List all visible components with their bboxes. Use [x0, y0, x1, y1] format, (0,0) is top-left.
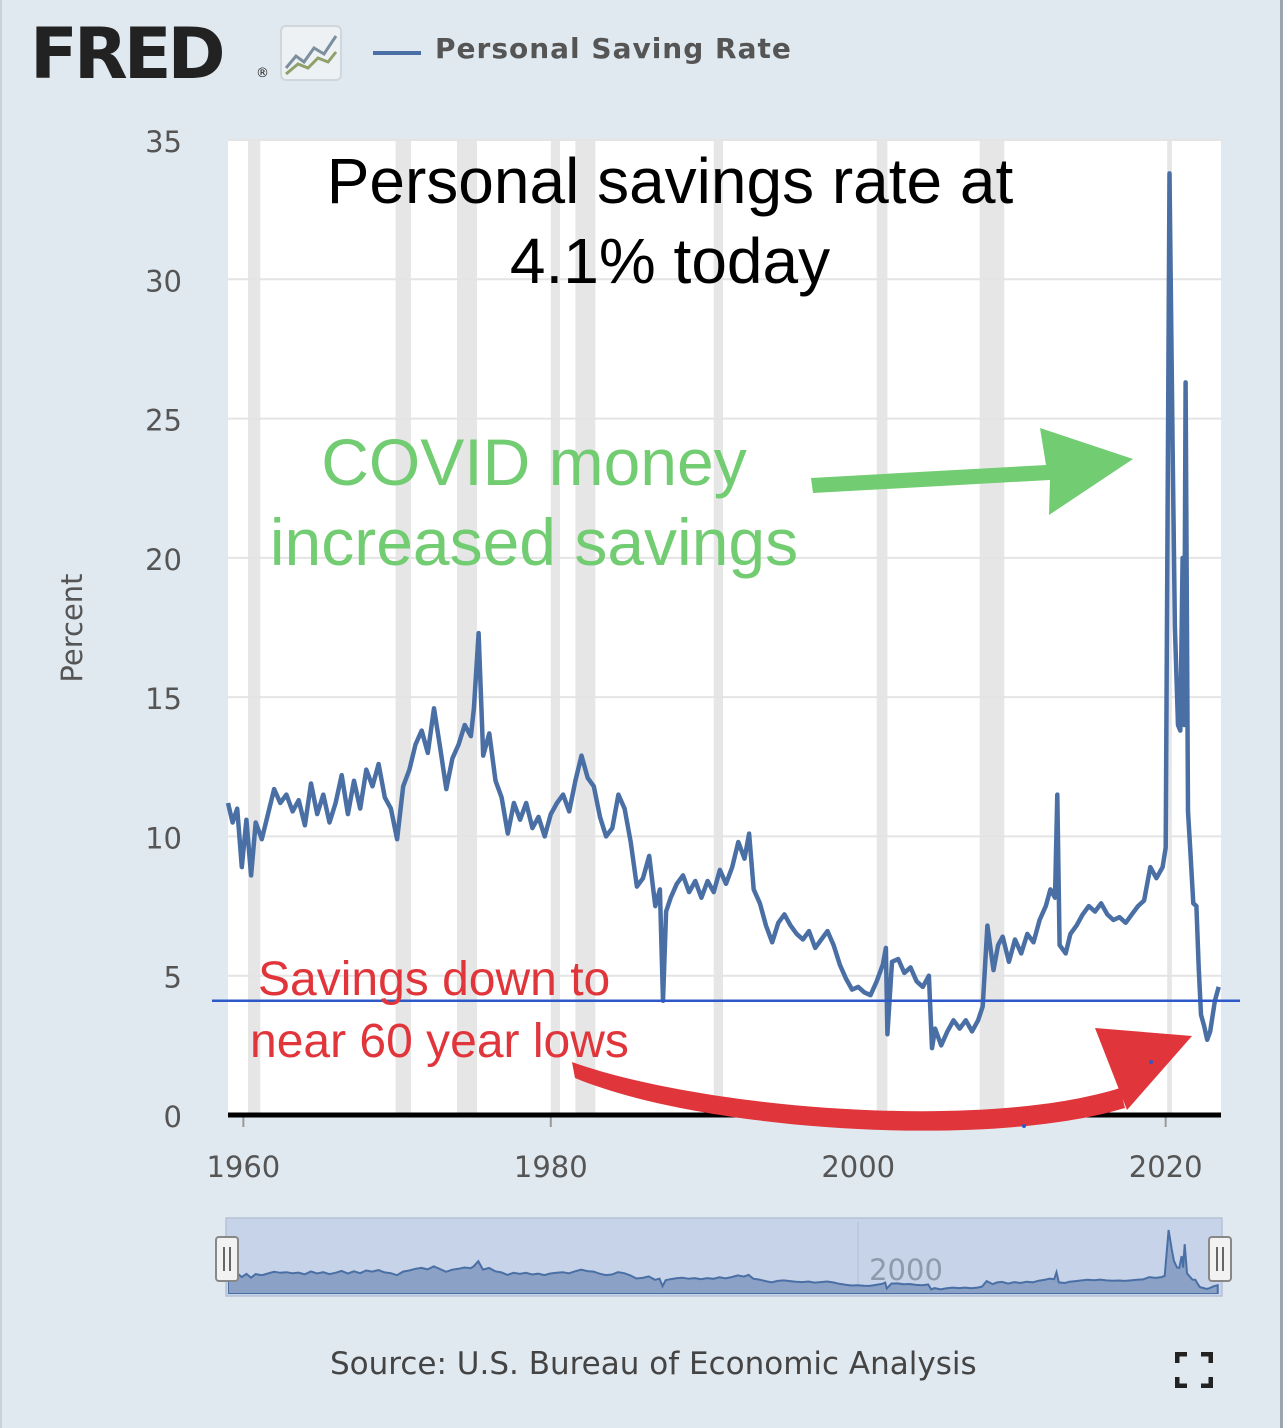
x-tick-label: 1960	[206, 1150, 280, 1184]
recession-band	[457, 140, 478, 1115]
y-tick-label: 25	[145, 404, 182, 438]
fred-chart-icon[interactable]	[280, 24, 344, 84]
recession-band	[395, 140, 411, 1115]
y-tick-label: 15	[145, 682, 182, 716]
plot-background	[228, 140, 1221, 1115]
recession-band	[713, 140, 723, 1115]
annotation-lows-line1: Savings down to	[258, 953, 610, 1006]
source-note: Source: U.S. Bureau of Economic Analysis	[330, 1346, 977, 1382]
x-tick-label: 1980	[514, 1150, 588, 1184]
red-arrow-body	[572, 1062, 1125, 1131]
y-tick-label: 35	[145, 125, 182, 159]
navigator-year-label: 2000	[869, 1253, 943, 1287]
annotation-lows-line2: near 60 year lows	[250, 1015, 629, 1068]
navigator-right-handle[interactable]	[1208, 1236, 1232, 1282]
registered-mark: ®	[256, 66, 269, 81]
y-tick-label: 5	[164, 961, 182, 995]
fred-logo[interactable]: FRED	[30, 13, 226, 95]
navigator-series-area	[228, 1229, 1219, 1294]
chart-header: FRED ® Personal Saving Rate	[30, 14, 930, 94]
legend-series-label[interactable]: Personal Saving Rate	[435, 32, 792, 65]
recession-band	[575, 140, 596, 1115]
recession-band	[1167, 140, 1172, 1115]
y-tick-label: 30	[145, 264, 182, 298]
x-tick-label: 2000	[821, 1150, 895, 1184]
y-axis-ticks: 0 5 10 15 20 25 30 35	[145, 125, 182, 1134]
stray-dot	[1149, 1060, 1153, 1064]
navigator-left-handle[interactable]	[215, 1236, 239, 1282]
annotation-covid-line2: increased savings	[270, 505, 798, 579]
y-axis-title: Percent	[55, 573, 89, 682]
fullscreen-icon[interactable]	[1175, 1352, 1213, 1388]
recession-band	[550, 140, 561, 1115]
annotation-headline-line2: 4.1% today	[510, 225, 830, 297]
x-tick-label: 2020	[1129, 1150, 1203, 1184]
y-tick-label: 0	[164, 1100, 182, 1134]
annotation-covid-line1: COVID money	[321, 425, 746, 499]
stray-dot-2	[1022, 1124, 1026, 1128]
legend-series-swatch	[373, 51, 421, 55]
series-line-personal-saving-rate[interactable]	[225, 171, 1221, 1051]
y-tick-label: 20	[145, 543, 182, 577]
right-border	[1280, 0, 1283, 1428]
left-border	[0, 0, 2, 1428]
x-axis-ticks: 1960 1980 2000 2020	[206, 1115, 1203, 1184]
y-tick-label: 10	[145, 821, 182, 855]
annotation-headline-line1: Personal savings rate at	[327, 145, 1014, 217]
recession-band	[876, 140, 888, 1115]
red-arrow-head	[1095, 1028, 1192, 1110]
green-arrow	[811, 428, 1133, 515]
